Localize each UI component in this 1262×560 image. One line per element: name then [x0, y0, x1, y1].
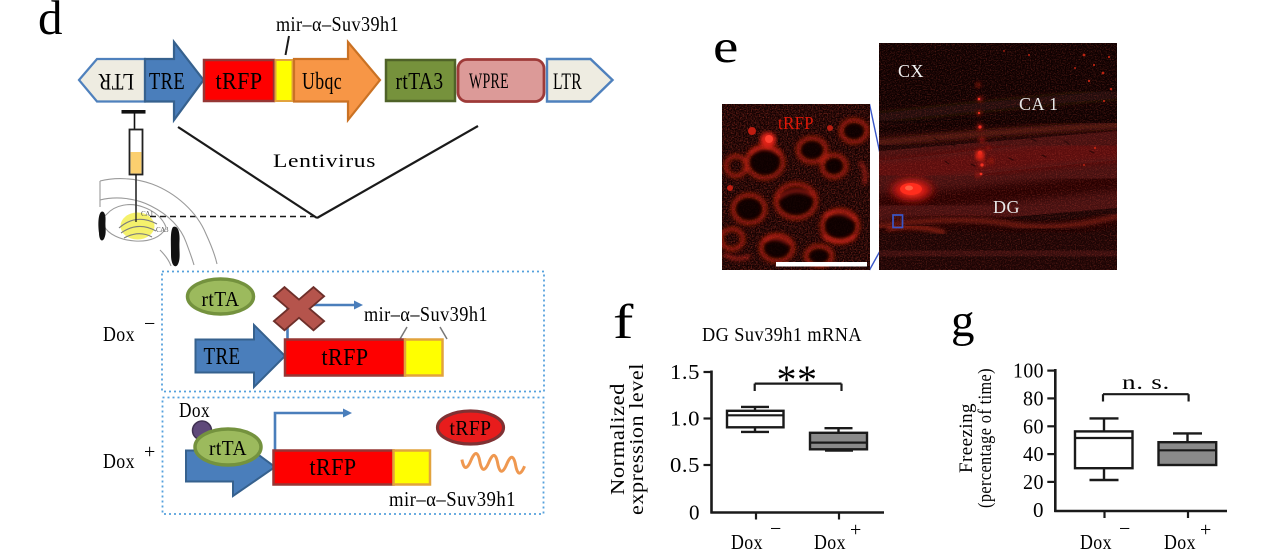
- svg-text:rtTA: rtTA: [209, 436, 247, 460]
- svg-text:+: +: [850, 519, 862, 541]
- svg-text:Normalizedexpression level: Normalizedexpression level: [607, 363, 648, 515]
- svg-text:1.5: 1.5: [670, 360, 700, 384]
- svg-text:−: −: [1119, 518, 1131, 540]
- svg-text:TRE: TRE: [149, 69, 185, 95]
- svg-text:DG Suv39h1 mRNA: DG Suv39h1 mRNA: [702, 324, 862, 346]
- svg-text:40: 40: [1023, 442, 1044, 466]
- svg-text:−: −: [144, 313, 156, 335]
- svg-text:g: g: [951, 295, 975, 347]
- svg-text:WPRE: WPRE: [469, 68, 509, 93]
- svg-text:DG: DG: [993, 197, 1020, 217]
- svg-text:CA 1: CA 1: [1019, 94, 1059, 114]
- svg-text:CA1: CA1: [141, 210, 154, 218]
- svg-text:100: 100: [1013, 359, 1044, 383]
- svg-text:Ubqc: Ubqc: [302, 69, 342, 95]
- svg-text:f: f: [613, 294, 634, 349]
- svg-text:20: 20: [1023, 470, 1044, 494]
- svg-text:+: +: [144, 441, 156, 463]
- svg-text:0: 0: [1033, 498, 1044, 522]
- svg-text:Lentivirus: Lentivirus: [273, 151, 376, 172]
- svg-text:d: d: [38, 0, 63, 45]
- svg-text:60: 60: [1023, 414, 1044, 438]
- svg-text:TRE: TRE: [204, 344, 241, 370]
- svg-text:Dox: Dox: [179, 398, 210, 422]
- svg-text:mir–α–Suv39h1: mir–α–Suv39h1: [389, 487, 516, 511]
- svg-text:rtTA3: rtTA3: [396, 69, 444, 95]
- svg-text:80: 80: [1023, 386, 1044, 410]
- svg-text:e: e: [713, 21, 739, 73]
- svg-text:Dox: Dox: [814, 530, 846, 554]
- svg-text:Dox: Dox: [103, 322, 135, 346]
- svg-text:0: 0: [689, 501, 700, 525]
- svg-text:tRFP: tRFP: [310, 455, 357, 481]
- svg-text:CA3: CA3: [156, 226, 169, 234]
- svg-text:tRFP: tRFP: [450, 416, 492, 440]
- svg-text:n. s.: n. s.: [1122, 372, 1170, 394]
- svg-text:Dox: Dox: [103, 449, 135, 473]
- svg-text:LTR: LTR: [98, 69, 134, 94]
- svg-text:rtTA: rtTA: [202, 287, 240, 311]
- svg-text:tRFP: tRFP: [216, 69, 263, 95]
- svg-text:Freezing(percentage of time): Freezing(percentage of time): [956, 368, 996, 508]
- svg-text:1.0: 1.0: [670, 407, 700, 431]
- svg-text:mir–α–Suv39h1: mir–α–Suv39h1: [364, 302, 488, 326]
- svg-text:0.5: 0.5: [670, 453, 700, 477]
- svg-text:LTR: LTR: [553, 69, 582, 94]
- svg-text:CX: CX: [898, 61, 924, 81]
- svg-text:−: −: [770, 518, 782, 540]
- svg-text:Dox: Dox: [731, 530, 763, 554]
- svg-text:tRFP: tRFP: [778, 113, 814, 133]
- svg-text:Dox: Dox: [1164, 530, 1196, 554]
- svg-text:**: **: [777, 357, 818, 402]
- svg-text:Dox: Dox: [1080, 530, 1112, 554]
- svg-text:+: +: [1200, 519, 1212, 541]
- svg-text:tRFP: tRFP: [322, 345, 369, 371]
- svg-text:mir–α–Suv39h1: mir–α–Suv39h1: [276, 12, 399, 36]
